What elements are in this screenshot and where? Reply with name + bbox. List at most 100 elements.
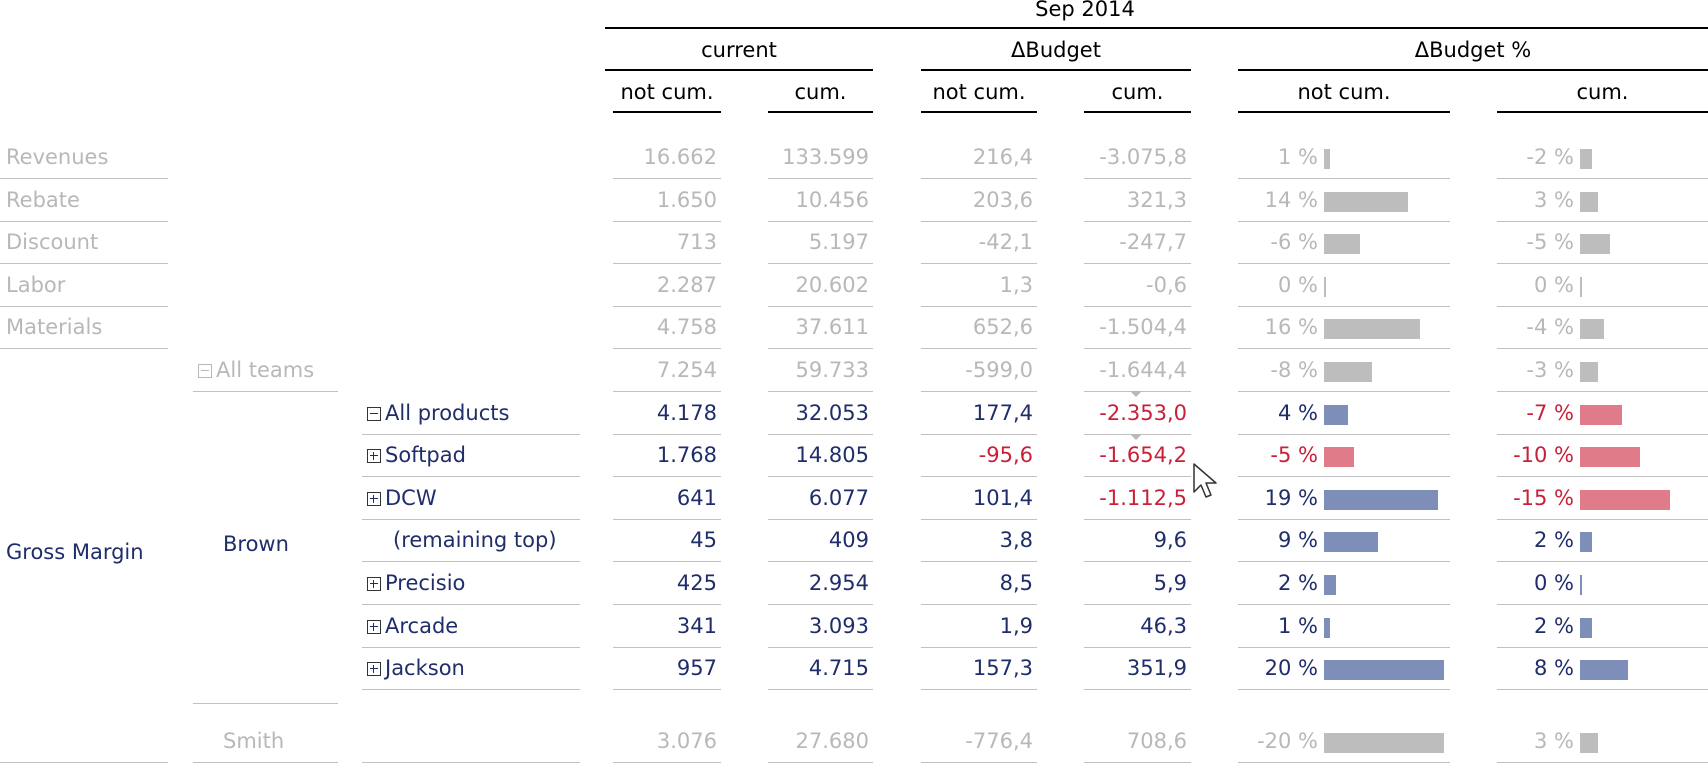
row-labor-p-c-bar	[1580, 277, 1582, 297]
row-materials-p-c-bar	[1580, 319, 1604, 339]
row-product-remainingtop-p-c-cell: 2 %	[1534, 528, 1574, 552]
row-discount-label: Discount	[6, 230, 98, 254]
period-underline	[605, 27, 1708, 29]
row-product-remainingtop-p-c-bar	[1580, 532, 1592, 552]
row-product-allproducts-line-label2	[362, 434, 580, 435]
plus-box-icon[interactable]	[367, 662, 381, 676]
row-materials-line-p-nc	[1238, 348, 1450, 349]
minus-box-icon[interactable]	[367, 407, 381, 421]
row-materials-line-c-nc	[613, 348, 721, 349]
subheader-current-not-cum: not cum.	[620, 80, 714, 104]
row-product-arcade-c-c-cell: 3.093	[808, 614, 869, 638]
row-smith-b-nc-cell: -776,4	[965, 729, 1033, 753]
row-product-softpad-line-b-c	[1084, 476, 1191, 477]
row-labor-p-nc-bar	[1324, 277, 1326, 297]
row-product-precisio-label[interactable]: Precisio	[367, 571, 465, 595]
group-underline-current	[605, 69, 873, 71]
row-product-dcw-line-c-c	[768, 519, 873, 520]
row-product-softpad-c-nc-cell: 1.768	[656, 443, 717, 467]
row-labor-label: Labor	[6, 273, 65, 297]
row-product-remainingtop-b-c-cell: 9,6	[1153, 528, 1187, 552]
mouse-pointer-icon	[1193, 463, 1217, 498]
row-product-allproducts-line-p-c	[1497, 434, 1708, 435]
row-all-teams-line-label1	[193, 391, 338, 392]
sort-indicator-icon[interactable]	[1130, 434, 1142, 440]
row-product-arcade-label[interactable]: Arcade	[367, 614, 458, 638]
plus-box-icon[interactable]	[367, 492, 381, 506]
row-discount-p-nc-cell: -6 %	[1270, 230, 1318, 254]
row-product-softpad-b-nc-cell: -95,6	[978, 443, 1033, 467]
row-revenues-line-label0	[0, 178, 168, 179]
row-all-teams-label[interactable]: All teams	[198, 358, 314, 382]
row-product-remainingtop-label-text: (remaining top)	[393, 528, 557, 552]
row-rebate-line-b-c	[1084, 221, 1191, 222]
row-materials-label: Materials	[6, 315, 102, 339]
row-smith-label: Smith	[223, 729, 284, 753]
row-product-precisio-p-c-cell: 0 %	[1534, 571, 1574, 595]
row-product-allproducts-line-b-nc	[921, 434, 1037, 435]
row-revenues-label: Revenues	[6, 145, 108, 169]
plus-box-icon[interactable]	[367, 449, 381, 463]
row-product-softpad-line-label2	[362, 476, 580, 477]
row-product-dcw-line-label2	[362, 519, 580, 520]
plus-box-icon[interactable]	[367, 577, 381, 591]
sort-indicator-icon[interactable]	[1130, 391, 1142, 397]
row-rebate-c-nc-cell: 1.650	[656, 188, 717, 212]
row-product-dcw-label-text: DCW	[385, 486, 437, 510]
row-product-precisio-p-nc-cell: 2 %	[1278, 571, 1318, 595]
row-product-precisio-line-label2	[362, 604, 580, 605]
row-product-allproducts-label[interactable]: All products	[367, 401, 509, 425]
row-product-softpad-line-c-nc	[613, 476, 721, 477]
row-product-arcade-p-nc-bar	[1324, 618, 1330, 638]
row-discount-line-p-c	[1497, 263, 1708, 264]
row-materials-b-nc-cell: 652,6	[972, 315, 1033, 339]
row-product-arcade-line-c-c	[768, 647, 873, 648]
row-product-jackson-c-c-cell: 4.715	[808, 656, 869, 680]
row-product-remainingtop-line-b-c	[1084, 561, 1191, 562]
row-product-precisio-c-c-cell: 2.954	[808, 571, 869, 595]
row-all-teams-line-b-nc	[921, 391, 1037, 392]
row-product-softpad-label[interactable]: Softpad	[367, 443, 466, 467]
row-materials-b-c-cell: -1.504,4	[1099, 315, 1187, 339]
row-product-arcade-b-c-cell: 46,3	[1140, 614, 1187, 638]
row-product-jackson-label[interactable]: Jackson	[367, 656, 465, 680]
plus-box-icon[interactable]	[367, 620, 381, 634]
row-discount-line-b-nc	[921, 263, 1037, 264]
row-product-jackson-line-p-c	[1497, 689, 1708, 690]
row-product-remainingtop-c-nc-cell: 45	[690, 528, 717, 552]
row-product-arcade-p-c-cell: 2 %	[1534, 614, 1574, 638]
minus-box-icon[interactable]	[198, 364, 212, 378]
row-product-remainingtop-c-c-cell: 409	[828, 528, 869, 552]
row-product-jackson-line-c-nc	[613, 689, 721, 690]
row-all-teams-p-nc-bar	[1324, 362, 1372, 382]
row-product-precisio-b-c-cell: 5,9	[1153, 571, 1187, 595]
row-product-allproducts-line-p-nc	[1238, 434, 1450, 435]
row-rebate-p-nc-cell: 14 %	[1264, 188, 1318, 212]
row-product-allproducts-label-text: All products	[385, 401, 510, 425]
row-product-remainingtop-label: (remaining top)	[367, 528, 557, 552]
row-smith-b-c-cell: 708,6	[1126, 729, 1187, 753]
row-discount-line-b-c	[1084, 263, 1191, 264]
row-product-softpad-line-p-nc	[1238, 476, 1450, 477]
row-product-dcw-line-p-nc	[1238, 519, 1450, 520]
row-product-dcw-label[interactable]: DCW	[367, 486, 437, 510]
row-materials-label-text: Materials	[6, 315, 103, 339]
row-materials-line-b-c	[1084, 348, 1191, 349]
row-product-allproducts-line-c-nc	[613, 434, 721, 435]
subheader-current-cum: cum.	[794, 80, 847, 104]
row-product-softpad-c-c-cell: 14.805	[795, 443, 869, 467]
row-revenues-p-c-bar	[1580, 149, 1592, 169]
row-revenues-label-text: Revenues	[6, 145, 109, 169]
row-rebate-p-nc-bar	[1324, 192, 1408, 212]
row-discount-line-c-c	[768, 263, 873, 264]
row-product-arcade-b-nc-cell: 1,9	[999, 614, 1033, 638]
row-product-remainingtop-line-b-nc	[921, 561, 1037, 562]
row-product-jackson-p-nc-bar	[1324, 660, 1444, 680]
row-product-dcw-c-nc-cell: 641	[676, 486, 717, 510]
row-product-dcw-line-b-nc	[921, 519, 1037, 520]
row-product-precisio-line-c-nc	[613, 604, 721, 605]
row-product-softpad-line-p-c	[1497, 476, 1708, 477]
row-product-softpad-label-text: Softpad	[385, 443, 466, 467]
row-smith-p-nc-cell: -20 %	[1257, 729, 1318, 753]
row-product-allproducts-c-nc-cell: 4.178	[656, 401, 717, 425]
